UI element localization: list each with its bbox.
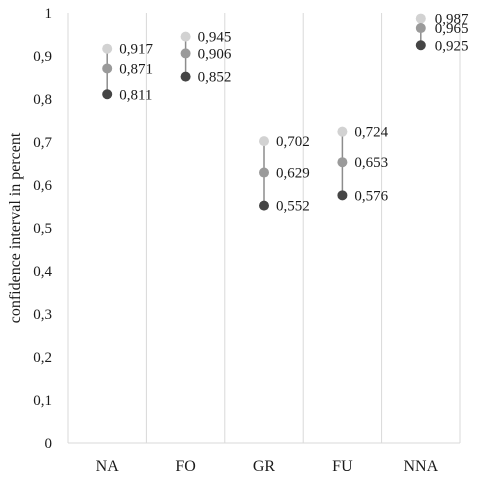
y-tick-label: 0,2 (33, 350, 52, 366)
y-axis-title: confidence interval in percent (7, 132, 24, 323)
data-point (415, 13, 426, 24)
y-tick-label: 0,4 (33, 264, 52, 280)
axes (67, 13, 460, 444)
data-label: 0,925 (435, 38, 469, 54)
data-label: 0,629 (276, 166, 310, 182)
data-point (180, 48, 191, 59)
y-tick-labels: 0 0,1 0,2 0,3 0,4 0,5 0,6 0,7 0,8 0,9 1 (33, 6, 52, 452)
range-lines (106, 18, 422, 206)
data-label: 0,811 (119, 87, 152, 103)
data-point (180, 71, 191, 82)
category-labels: NA FO GR FU NNA (96, 458, 439, 475)
data-label: 0,945 (198, 30, 232, 46)
data-point (259, 200, 269, 211)
data-label: 0,917 (119, 42, 153, 58)
data-point (415, 23, 426, 34)
y-tick-label: 0,1 (33, 393, 52, 409)
data-point (102, 63, 113, 74)
category-label: GR (253, 458, 276, 475)
data-point (102, 89, 113, 100)
data-label: 0,965 (435, 21, 469, 37)
data-labels: 0,917 0,945 0,702 0,724 0,987 0,871 0,906 0,629… (119, 12, 469, 215)
y-tick-label: 0,6 (33, 178, 52, 194)
y-tick-label: 1 (45, 6, 53, 22)
category-label: FO (175, 458, 195, 475)
category-label: NNA (403, 458, 438, 475)
y-tick-label: 0,7 (33, 135, 52, 151)
data-label: 0,724 (354, 125, 388, 141)
data-label: 0,871 (119, 61, 153, 77)
data-label: 0,653 (354, 155, 388, 171)
data-label: 0,852 (198, 70, 232, 86)
data-point (259, 167, 269, 178)
data-label: 0,702 (276, 134, 310, 150)
data-point (102, 43, 113, 54)
data-point (180, 31, 191, 42)
y-tick-label: 0 (45, 436, 53, 452)
data-point (259, 136, 269, 147)
y-tick-label: 0,8 (33, 92, 52, 108)
y-tick-label: 0,9 (33, 49, 52, 65)
gridlines (145, 13, 461, 443)
category-label: NA (96, 458, 120, 475)
y-tick-label: 0,5 (33, 221, 52, 237)
data-label: 0,906 (198, 46, 232, 62)
data-point (337, 157, 348, 168)
data-point (415, 40, 426, 51)
y-tick-label: 0,3 (33, 307, 52, 323)
data-points (102, 13, 426, 211)
data-point (337, 126, 348, 137)
category-label: FU (332, 458, 353, 475)
data-label: 0,987 (435, 12, 469, 28)
data-point (337, 190, 348, 201)
data-label: 0,552 (276, 199, 310, 215)
data-label: 0,576 (354, 188, 388, 204)
